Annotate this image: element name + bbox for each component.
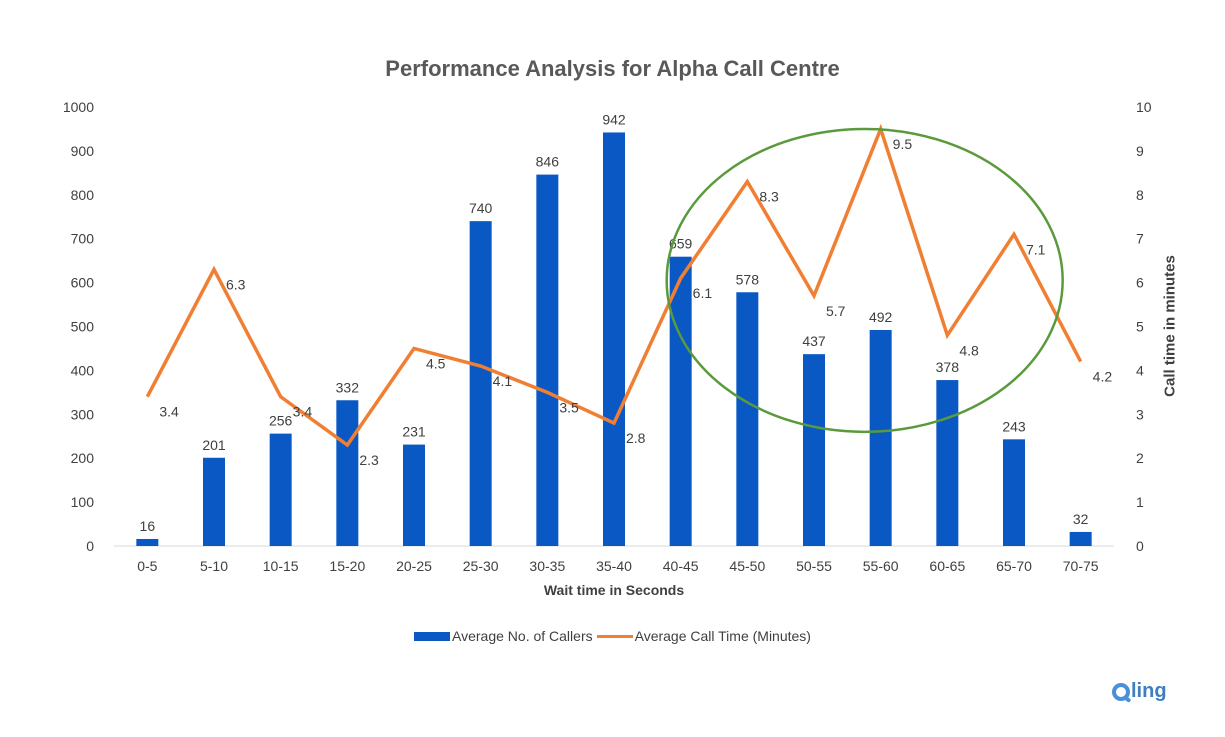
x-tick-label: 50-55	[796, 558, 832, 574]
bar	[336, 400, 359, 546]
y-tick-label: 0	[86, 538, 94, 554]
y-tick-label: 600	[71, 275, 95, 291]
y-tick-label: 100	[71, 494, 95, 510]
bar-data-label: 378	[936, 359, 960, 375]
y2-tick-label: 0	[1136, 538, 1144, 554]
line-series	[145, 123, 1083, 448]
x-tick-label: 70-75	[1063, 558, 1099, 574]
bar	[269, 433, 292, 546]
line-data-label: 4.2	[1093, 369, 1113, 385]
y2-tick-label: 6	[1136, 275, 1144, 291]
qling-logo: ling	[1112, 680, 1167, 703]
y2-tick-label: 2	[1136, 450, 1144, 466]
legend: Average No. of Callers Average Call Time…	[0, 628, 1225, 644]
line-data-label: 6.1	[693, 285, 713, 301]
x-tick-label: 15-20	[329, 558, 365, 574]
bar-data-label: 332	[336, 379, 360, 395]
x-tick-label: 35-40	[596, 558, 632, 574]
y-tick-label: 1000	[63, 99, 94, 115]
bar-data-label: 32	[1073, 511, 1089, 527]
x-tick-label: 25-30	[463, 558, 499, 574]
line-data-label: 4.8	[959, 342, 979, 358]
bar-data-label: 437	[802, 333, 826, 349]
x-axis-title: Wait time in Seconds	[543, 582, 685, 598]
line-data-label: 4.1	[493, 373, 513, 389]
bar	[603, 132, 625, 546]
legend-label-callers: Average No. of Callers	[452, 628, 593, 644]
y2-tick-label: 5	[1136, 319, 1144, 335]
line-data-label: 4.5	[426, 355, 446, 371]
bar-data-label: 492	[869, 309, 893, 325]
bar	[203, 457, 225, 546]
y-tick-label: 400	[71, 362, 95, 378]
x-tick-label: 0-5	[137, 558, 157, 574]
bar-data-label: 740	[469, 200, 493, 216]
bar	[803, 354, 825, 546]
x-tick-label: 20-25	[396, 558, 432, 574]
x-tick-label: 65-70	[996, 558, 1032, 574]
legend-swatch-line	[596, 634, 633, 638]
chart-title: Performance Analysis for Alpha Call Cent…	[385, 56, 840, 81]
y2-tick-label: 8	[1136, 187, 1144, 203]
bar	[1003, 439, 1025, 546]
x-tick-label: 5-10	[200, 558, 228, 574]
legend-swatch-bar	[414, 631, 451, 641]
y-tick-label: 700	[71, 231, 95, 247]
y-tick-label: 200	[71, 450, 95, 466]
y2-tick-label: 3	[1136, 406, 1144, 422]
line-data-label: 7.1	[1026, 241, 1046, 257]
line-data-label: 9.5	[893, 136, 913, 152]
line-data-label: 3.4	[293, 404, 313, 420]
line-data-label: 3.5	[559, 399, 579, 415]
y-tick-label: 300	[71, 406, 95, 422]
bar	[936, 380, 959, 546]
line-data-label: 6.3	[226, 276, 246, 292]
bar	[536, 174, 559, 546]
bar-data-label: 846	[536, 154, 560, 170]
bar	[736, 292, 759, 546]
bar-data-label: 16	[140, 518, 156, 534]
y-tick-label: 800	[71, 187, 95, 203]
y2-axis-title: Call time in minutes	[1161, 255, 1179, 397]
legend-item-call-time: Average Call Time (Minutes)	[596, 628, 811, 644]
bar-data-label: 942	[602, 111, 626, 127]
line-data-label: 5.7	[826, 303, 846, 319]
logo-q-icon	[1112, 682, 1130, 701]
y2-tick-label: 9	[1136, 143, 1144, 159]
bar	[403, 444, 425, 546]
bar-data-label: 201	[202, 437, 226, 453]
bar	[469, 221, 492, 546]
bar-data-label: 231	[402, 424, 426, 440]
y-tick-label: 900	[71, 143, 95, 159]
x-tick-label: 55-60	[863, 558, 899, 574]
bar-data-label: 256	[269, 413, 293, 429]
y2-tick-label: 1	[1136, 494, 1144, 510]
x-tick-label: 30-35	[529, 558, 565, 574]
line-data-label: 2.3	[359, 452, 379, 468]
highlight-ellipse	[665, 127, 1064, 434]
bar-data-label: 578	[736, 271, 760, 287]
line-data-label: 8.3	[759, 189, 779, 205]
legend-item-callers: Average No. of Callers	[414, 628, 593, 644]
line-data-label: 3.4	[159, 404, 179, 420]
bar	[136, 538, 159, 546]
y2-tick-label: 4	[1136, 362, 1144, 378]
line-data-label: 2.8	[626, 430, 646, 446]
x-tick-label: 40-45	[663, 558, 699, 574]
bar	[869, 330, 892, 546]
x-tick-label: 45-50	[729, 558, 765, 574]
legend-label-call-time: Average Call Time (Minutes)	[634, 628, 811, 644]
bar-data-label: 243	[1002, 418, 1026, 434]
x-tick-label: 60-65	[929, 558, 965, 574]
y2-tick-label: 10	[1136, 99, 1152, 115]
logo-text: ling	[1131, 680, 1167, 702]
y2-tick-label: 7	[1136, 231, 1144, 247]
bar	[669, 256, 692, 546]
y-tick-label: 500	[71, 319, 95, 335]
x-tick-label: 10-15	[263, 558, 299, 574]
bar	[1069, 531, 1092, 546]
